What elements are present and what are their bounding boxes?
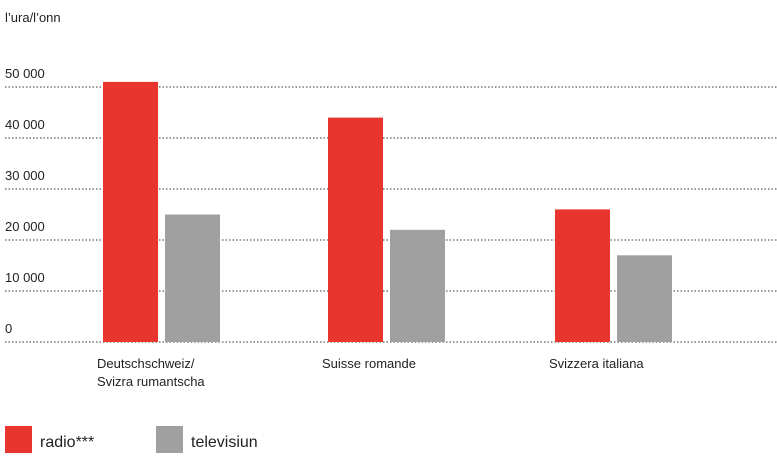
y-axis-label: l’ura/l’onn (5, 10, 61, 25)
y-tick-label: 20 000 (5, 219, 45, 234)
bar (617, 255, 672, 342)
y-tick-label: 10 000 (5, 270, 45, 285)
x-tick-label: Suisse romande (322, 356, 416, 371)
y-tick-label: 0 (5, 321, 12, 336)
legend-label: radio*** (40, 434, 94, 451)
bar (165, 214, 220, 342)
legend-swatch (156, 426, 183, 453)
bar (328, 117, 383, 342)
bar (390, 229, 445, 342)
x-tick-label: Deutschschweiz/ Svizra rumantscha (97, 356, 205, 389)
x-tick-label: Svizzera italiana (549, 356, 644, 371)
legend-label: televisiun (191, 434, 258, 451)
y-tick-label: 40 000 (5, 117, 45, 132)
legend-swatch (5, 426, 32, 453)
y-tick-label: 50 000 (5, 66, 45, 81)
bar (103, 81, 158, 343)
y-tick-label: 30 000 (5, 168, 45, 183)
bar (555, 209, 610, 342)
